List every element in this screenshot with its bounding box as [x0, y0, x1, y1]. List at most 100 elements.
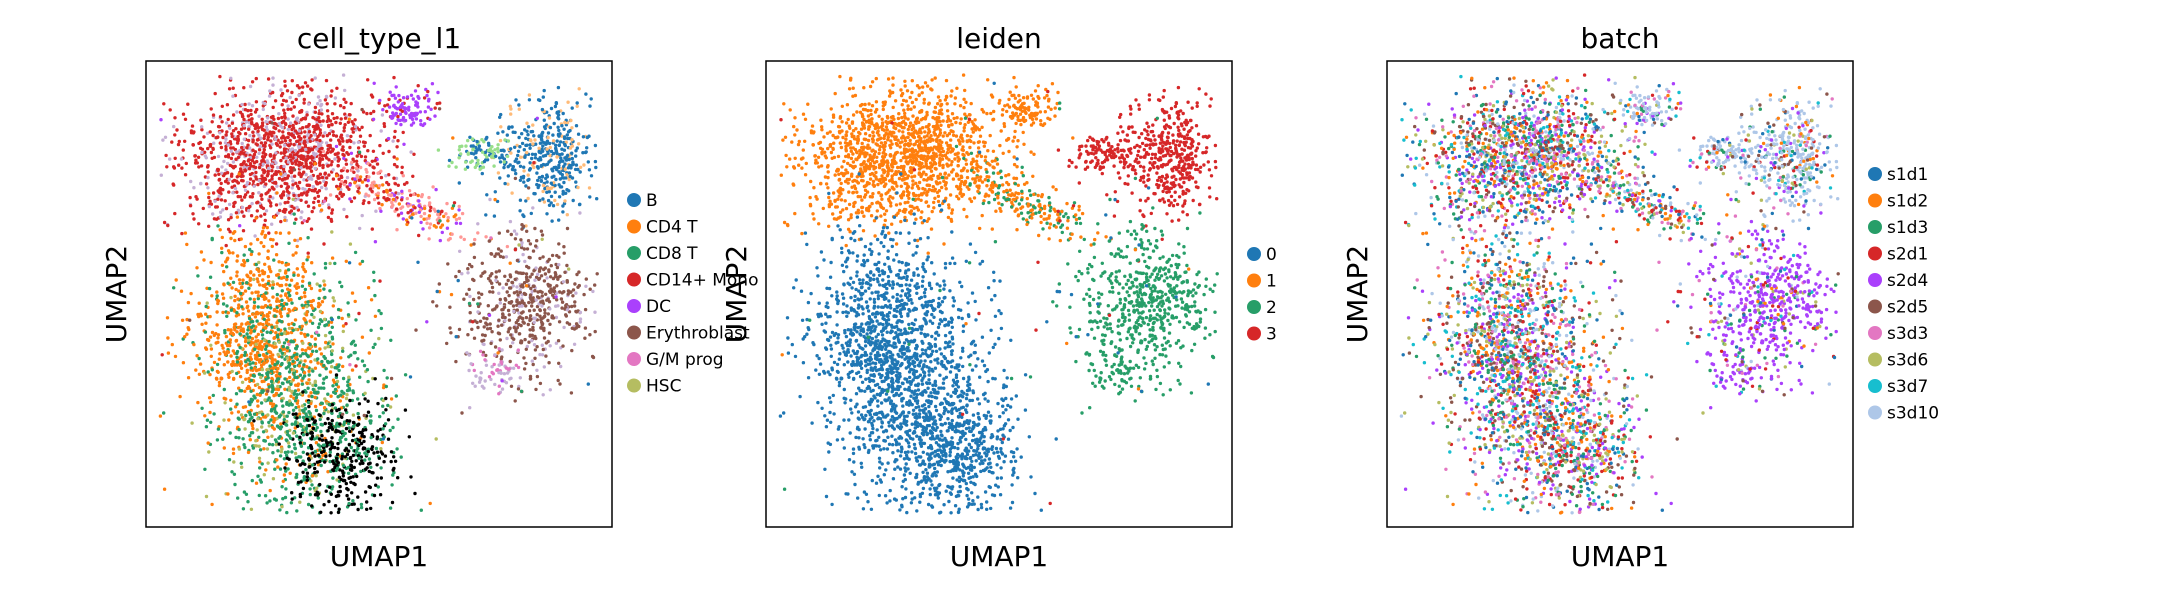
scatter-point — [376, 401, 380, 406]
scatter-point — [293, 421, 298, 425]
scatter-point — [272, 117, 276, 122]
scatter-point — [218, 189, 222, 193]
scatter-point — [581, 151, 585, 155]
scatter-point — [233, 298, 237, 303]
scatter-point — [562, 201, 567, 206]
scatter-point — [290, 204, 294, 209]
scatter-point — [533, 289, 537, 293]
scatter-point — [496, 150, 500, 154]
scatter-point — [320, 185, 324, 190]
scatter-point — [562, 245, 566, 249]
scatter-point — [221, 437, 225, 441]
scatter-point — [330, 436, 334, 440]
scatter-point — [320, 359, 324, 364]
scatter-point — [313, 449, 318, 454]
scatter-point — [210, 294, 214, 298]
scatter-point — [502, 157, 507, 161]
scatter-point — [219, 181, 223, 186]
scatter-point — [436, 209, 440, 213]
scatter-point — [239, 163, 243, 167]
scatter-point — [379, 169, 383, 173]
scatter-point — [394, 121, 398, 126]
scatter-point — [458, 144, 462, 149]
scatter-point — [538, 314, 542, 318]
scatter-point — [474, 163, 479, 168]
scatter-point — [394, 176, 399, 181]
scatter-point — [319, 429, 323, 434]
scatter-point — [281, 344, 285, 349]
scatter-point — [231, 152, 235, 156]
scatter-point — [299, 192, 304, 196]
scatter-point — [266, 435, 270, 439]
scatter-point — [292, 143, 296, 147]
scatter-point — [194, 368, 198, 372]
scatter-point — [560, 134, 564, 138]
scatter-point — [309, 174, 313, 179]
scatter-point — [541, 140, 545, 144]
scatter-point — [315, 330, 319, 334]
scatter-point — [292, 168, 297, 172]
scatter-point — [225, 304, 229, 308]
scatter-point — [316, 135, 320, 139]
scatter-point — [249, 108, 253, 113]
scatter-point — [257, 178, 262, 183]
scatter-point — [279, 294, 283, 298]
scatter-point — [447, 164, 451, 168]
scatter-point — [234, 157, 238, 161]
scatter-point — [255, 143, 260, 147]
scatter-point — [570, 348, 574, 353]
scatter-point — [338, 280, 342, 284]
scatter-point — [486, 276, 491, 281]
scatter-point — [311, 185, 315, 189]
scatter-point — [540, 175, 544, 179]
scatter-point — [241, 312, 245, 316]
scatter-point — [273, 314, 277, 318]
scatter-point — [509, 112, 513, 116]
scatter-point — [318, 99, 322, 103]
scatter-point — [401, 217, 405, 221]
scatter-point — [241, 161, 246, 165]
scatter-point — [269, 139, 273, 143]
scatter-point — [548, 344, 552, 348]
scatter-point — [231, 146, 235, 150]
scatter-point — [351, 453, 356, 458]
scatter-point — [422, 96, 427, 100]
scatter-point — [260, 367, 265, 372]
scatter-point — [561, 344, 565, 348]
scatter-point — [165, 316, 170, 320]
scatter-point — [235, 402, 239, 406]
scatter-point — [260, 425, 264, 429]
scatter-point — [551, 169, 555, 173]
scatter-point — [231, 360, 235, 364]
scatter-point — [560, 306, 564, 310]
scatter-point — [246, 357, 250, 362]
scatter-point — [303, 294, 307, 299]
scatter-point — [287, 342, 291, 346]
scatter-point — [525, 264, 529, 269]
scatter-point — [356, 140, 361, 144]
scatter-point — [500, 153, 504, 157]
scatter-point — [236, 410, 241, 414]
scatter-point — [240, 198, 244, 202]
scatter-point — [414, 328, 418, 332]
scatter-point — [574, 322, 579, 326]
scatter-point — [328, 450, 332, 454]
scatter-point — [511, 341, 515, 345]
scatter-point — [287, 410, 291, 415]
scatter-point — [539, 137, 544, 141]
scatter-point — [278, 467, 283, 471]
scatter-point — [529, 130, 533, 134]
scatter-point — [341, 192, 346, 197]
scatter-point — [373, 240, 378, 244]
scatter-point — [548, 153, 552, 158]
scatter-point — [574, 180, 578, 184]
scatter-point — [264, 192, 268, 196]
scatter-point — [334, 174, 339, 178]
scatter-point — [256, 474, 260, 478]
scatter-point — [338, 489, 342, 494]
scatter-point — [286, 331, 290, 335]
scatter-point — [283, 215, 287, 220]
scatter-point — [482, 386, 486, 390]
scatter-point — [266, 77, 271, 81]
scatter-point — [278, 268, 282, 273]
